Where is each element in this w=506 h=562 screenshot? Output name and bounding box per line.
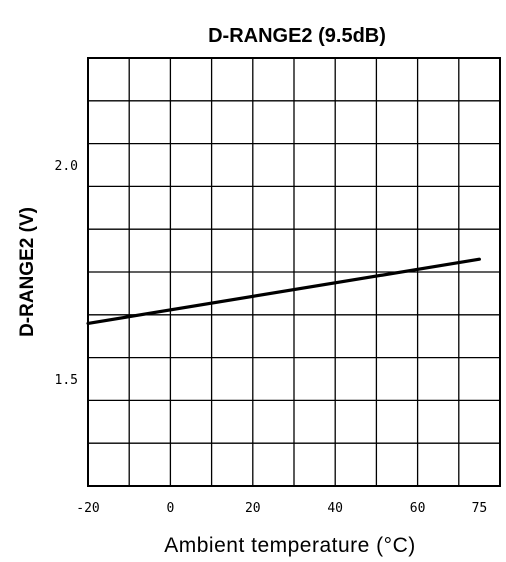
y-tick-label: 1.5	[55, 373, 78, 388]
chart-title: D-RANGE2 (9.5dB)	[208, 25, 386, 47]
x-tick-label: 60	[410, 501, 426, 516]
series-layer	[86, 257, 481, 325]
plot-frame	[87, 57, 501, 487]
x-tick-label: 0	[166, 501, 174, 516]
x-tick-label: 20	[245, 501, 261, 516]
x-tick-label: 40	[327, 501, 343, 516]
x-tick-label: 75	[472, 501, 488, 516]
x-tick-labels: -20 0 20 40 60 75	[76, 501, 487, 516]
y-tick-labels: 1.5 2.0	[55, 159, 78, 388]
x-tick-label: -20	[76, 501, 99, 516]
grid	[88, 58, 500, 486]
y-tick-label: 2.0	[55, 159, 78, 174]
x-axis-label: Ambient temperature (°C)	[164, 534, 415, 557]
y-axis-label: D-RANGE2 (V)	[17, 207, 38, 337]
series-line	[86, 257, 481, 325]
